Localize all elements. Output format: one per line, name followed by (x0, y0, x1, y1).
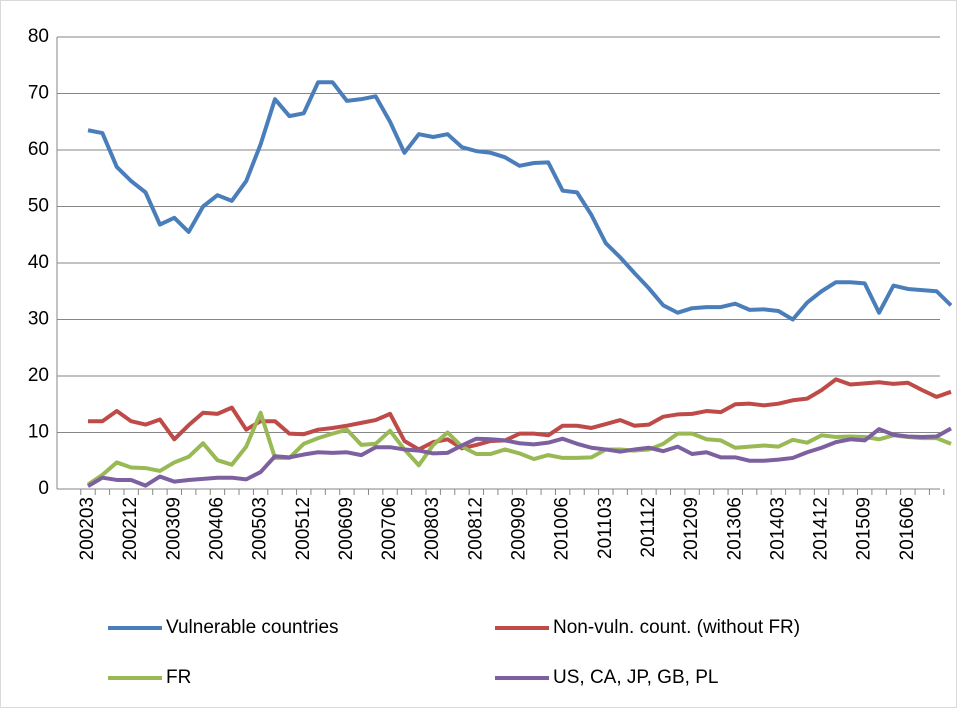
series-line (86, 410, 952, 487)
x-tick-label: 200909 (509, 497, 530, 560)
x-tick-label: 200309 (163, 497, 184, 560)
x-tick-label: 200503 (250, 497, 271, 560)
y-tick-label: 40 (28, 252, 49, 273)
x-tick-label: 200212 (120, 497, 141, 560)
x-tick-label: 201606 (897, 497, 918, 560)
y-tick-label: 80 (28, 26, 49, 47)
y-tick-label: 20 (28, 365, 49, 386)
legend-label: US, CA, JP, GB, PL (553, 667, 718, 688)
series-line (87, 80, 953, 322)
x-tick-label: 201112 (638, 497, 659, 558)
x-tick-label: 201412 (811, 497, 832, 560)
x-tick-label: 200512 (293, 497, 314, 560)
y-tick-label: 10 (28, 422, 49, 443)
legend-label: Non-vuln. count. (without FR) (553, 617, 800, 638)
legend-label: FR (166, 667, 191, 688)
x-tick-label: 200803 (422, 497, 443, 560)
y-tick-label: 70 (28, 83, 49, 104)
y-tick-label: 50 (28, 196, 49, 217)
x-tick-label: 200203 (77, 497, 98, 560)
y-tick-label: 0 (38, 478, 49, 499)
y-tick-label: 60 (28, 139, 49, 160)
x-tick-label: 201103 (595, 497, 616, 559)
legend-label: Vulnerable countries (166, 617, 339, 638)
y-tick-label: 30 (28, 309, 49, 330)
series-line (86, 426, 952, 488)
x-tick-label: 200609 (336, 497, 357, 560)
x-tick-label: 200812 (465, 497, 486, 560)
x-tick-label: 201209 (681, 497, 702, 560)
series-line (88, 377, 952, 452)
x-tick-label: 201403 (767, 497, 788, 560)
x-tick-label: 200706 (379, 497, 400, 560)
x-tick-label: 201509 (854, 497, 875, 560)
x-tick-label: 201006 (552, 497, 573, 560)
x-tick-label: 201306 (724, 497, 745, 560)
x-tick-label: 200406 (206, 497, 227, 560)
